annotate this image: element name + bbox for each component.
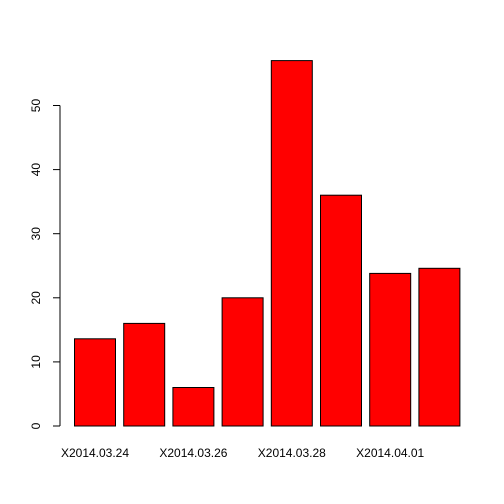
y-tick-label: 10 xyxy=(29,355,43,369)
bar-X2014.03.24 xyxy=(74,338,116,427)
bar-X2014.03.26 xyxy=(172,387,215,427)
bar-X2014.04.02 xyxy=(418,267,461,427)
x-tick-label: X2014.03.24 xyxy=(61,446,129,460)
bar-X2014.04.01 xyxy=(369,272,412,427)
bar-X2014.03.25 xyxy=(123,322,166,427)
bar-X2014.03.27 xyxy=(221,297,264,427)
bar-X2014.03.31 xyxy=(320,194,362,427)
y-tick-label: 40 xyxy=(29,163,43,177)
y-tick-label: 50 xyxy=(29,99,43,113)
bar-X2014.03.28 xyxy=(270,60,313,427)
x-axis-labels: X2014.03.24 X2014.03.26 X2014.03.28 X2014.0… xyxy=(61,446,425,460)
y-tick-label: 30 xyxy=(29,227,43,241)
x-tick-label: X2014.03.28 xyxy=(258,446,326,460)
bars-group xyxy=(74,60,461,427)
x-tick-label: X2014.03.26 xyxy=(159,446,227,460)
x-tick-label: X2014.04.01 xyxy=(356,446,424,460)
y-tick-label: 20 xyxy=(29,291,43,305)
y-axis: 0 10 20 30 40 50 xyxy=(29,99,61,429)
y-tick-label: 0 xyxy=(29,422,43,429)
